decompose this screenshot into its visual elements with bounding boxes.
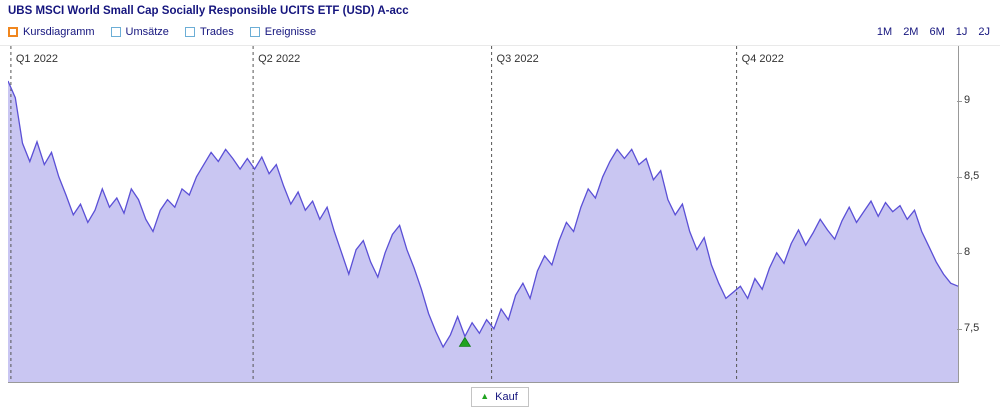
y-axis-label: 8: [964, 246, 971, 258]
checkbox-trades-icon[interactable]: [184, 27, 195, 37]
toggle-ereignisse[interactable]: Ereignisse: [249, 26, 317, 38]
legend-row: ▲ Kauf: [0, 387, 1000, 407]
time-range-buttons: 1M 2M 6M 1J 2J: [866, 23, 990, 41]
range-button-2m[interactable]: 2M: [903, 26, 919, 38]
quarter-label: Q4 2022: [741, 53, 784, 65]
legend-kauf: ▲ Kauf: [471, 387, 529, 407]
y-axis-tick: [957, 329, 962, 330]
range-button-1m[interactable]: 1M: [876, 26, 893, 38]
y-axis-label: 9: [964, 94, 971, 106]
y-axis-tick: [957, 253, 962, 254]
range-button-2j[interactable]: 2J: [978, 26, 990, 38]
quarter-label: Q3 2022: [496, 53, 539, 65]
toggle-ereignisse-label: Ereignisse: [264, 26, 317, 38]
checkbox-umsaetze-icon[interactable]: [110, 27, 121, 37]
toggle-umsaetze[interactable]: Umsätze: [110, 26, 169, 38]
series-toolbar: Kursdiagramm Umsätze Trades Ereignisse: [8, 23, 316, 41]
toggle-kursdiagramm[interactable]: Kursdiagramm: [8, 26, 95, 38]
instrument-title: UBS MSCI World Small Cap Socially Respon…: [8, 5, 409, 17]
toggle-umsaetze-label: Umsätze: [125, 26, 169, 38]
range-button-1j[interactable]: 1J: [955, 26, 968, 38]
y-axis-label: 7,5: [964, 322, 980, 334]
checkbox-ereignisse-icon[interactable]: [249, 27, 260, 37]
chart-area: Q1 2022 Q2 2022 Q3 2022 Q4 2022 9 8,5 8 7,5: [0, 45, 1000, 383]
y-axis-label: 8,5: [964, 170, 980, 182]
price-plot[interactable]: Q1 2022 Q2 2022 Q3 2022 Q4 2022: [8, 46, 959, 383]
checkbox-kursdiagramm-icon[interactable]: [8, 27, 18, 37]
buy-marker-icon[interactable]: [458, 336, 472, 347]
toggle-trades-label: Trades: [199, 26, 234, 38]
range-button-6m[interactable]: 6M: [929, 26, 945, 38]
y-axis-tick: [957, 101, 962, 102]
quarter-label: Q2 2022: [258, 53, 301, 65]
price-area-fill: [8, 81, 958, 382]
price-area-chart: [8, 46, 958, 382]
toggle-trades[interactable]: Trades: [184, 26, 234, 38]
legend-kauf-label: Kauf: [495, 390, 518, 403]
toggle-kursdiagramm-label: Kursdiagramm: [23, 26, 95, 38]
price-line: [8, 80, 958, 349]
y-axis-tick: [957, 177, 962, 178]
y-axis: 9 8,5 8 7,5: [957, 46, 1000, 382]
buy-marker-icon: ▲: [480, 391, 490, 401]
quarter-label: Q1 2022: [15, 53, 59, 65]
